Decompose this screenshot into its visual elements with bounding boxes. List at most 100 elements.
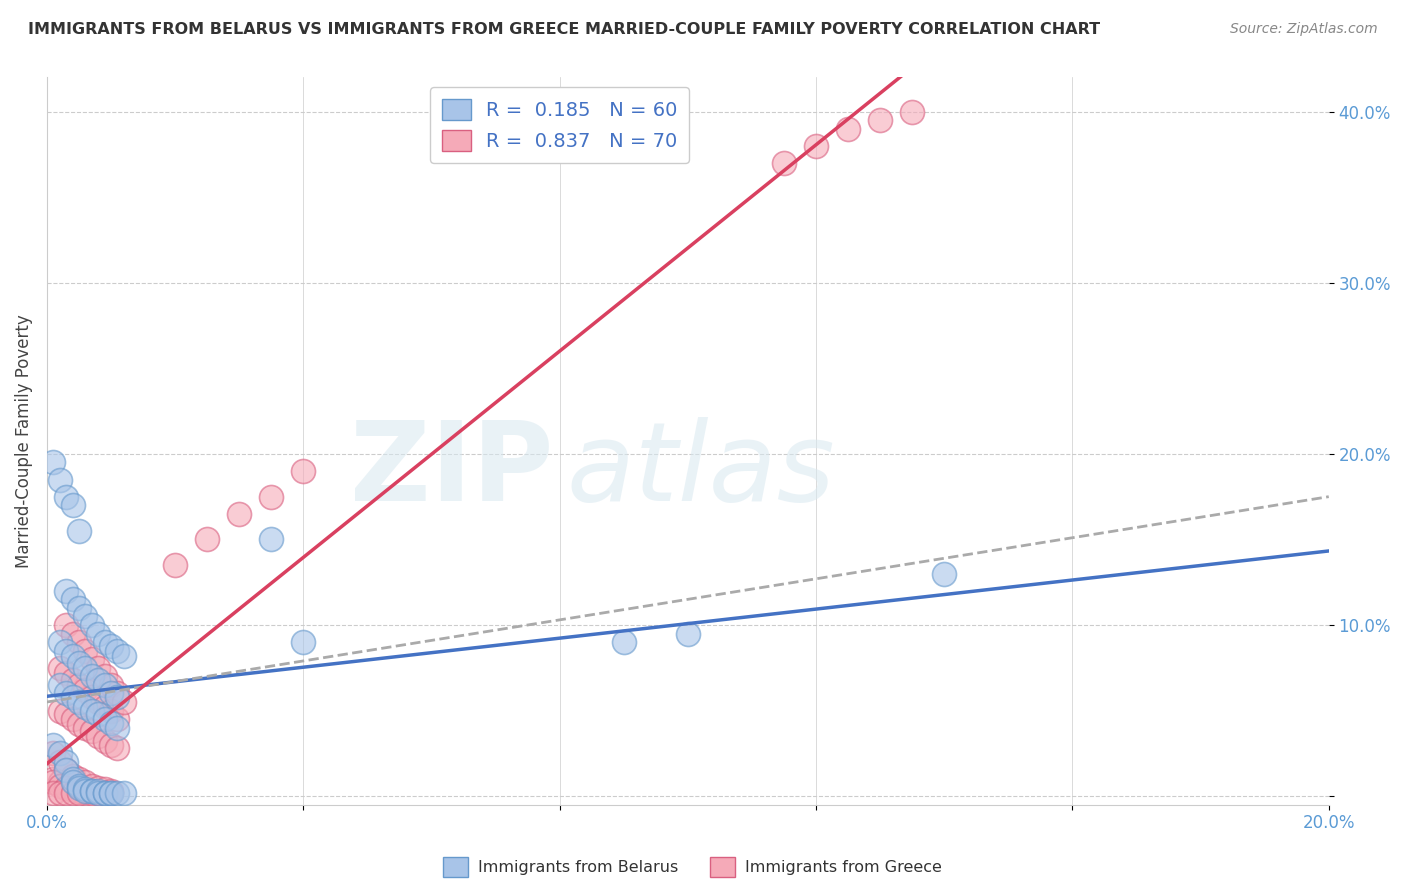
Point — [87, 673, 110, 687]
Point — [55, 780, 77, 795]
Point — [87, 626, 110, 640]
Point — [67, 656, 90, 670]
Point — [55, 780, 77, 795]
Point — [676, 626, 699, 640]
Point — [80, 704, 103, 718]
Point — [80, 690, 103, 704]
Point — [195, 533, 218, 547]
Point — [67, 635, 90, 649]
Point — [80, 669, 103, 683]
Point — [100, 786, 122, 800]
Point — [87, 784, 110, 798]
Point — [62, 673, 84, 687]
Point — [80, 724, 103, 739]
Point — [48, 661, 70, 675]
Point — [93, 669, 115, 683]
Point — [75, 661, 97, 675]
Point — [42, 738, 65, 752]
Point — [100, 786, 122, 800]
Point — [62, 768, 84, 782]
Point — [42, 747, 65, 761]
Point — [55, 755, 77, 769]
Point — [100, 639, 122, 653]
Point — [48, 747, 70, 761]
Point — [87, 661, 110, 675]
Point — [112, 695, 135, 709]
Point — [75, 700, 97, 714]
Point — [773, 156, 796, 170]
Point — [869, 113, 891, 128]
Point — [55, 583, 77, 598]
Point — [42, 786, 65, 800]
Point — [100, 786, 122, 800]
Y-axis label: Married-Couple Family Poverty: Married-Couple Family Poverty — [15, 314, 32, 568]
Point — [42, 455, 65, 469]
Point — [613, 635, 636, 649]
Legend: R =  0.185   N = 60, R =  0.837   N = 70: R = 0.185 N = 60, R = 0.837 N = 70 — [430, 87, 689, 162]
Point — [105, 643, 128, 657]
Point — [105, 786, 128, 800]
Point — [105, 741, 128, 756]
Point — [55, 618, 77, 632]
Point — [105, 712, 128, 726]
Point — [48, 786, 70, 800]
Point — [55, 665, 77, 680]
Point — [260, 490, 283, 504]
Point — [100, 704, 122, 718]
Point — [67, 784, 90, 798]
Point — [62, 498, 84, 512]
Text: Immigrants from Belarus: Immigrants from Belarus — [478, 861, 678, 875]
Point — [75, 643, 97, 657]
Point — [75, 721, 97, 735]
Point — [62, 690, 84, 704]
Point — [55, 764, 77, 778]
Point — [804, 139, 827, 153]
Point — [100, 686, 122, 700]
Point — [112, 648, 135, 663]
Point — [42, 775, 65, 789]
Point — [87, 786, 110, 800]
Point — [75, 683, 97, 698]
Point — [87, 786, 110, 800]
Point — [48, 704, 70, 718]
Point — [292, 635, 315, 649]
Point — [62, 712, 84, 726]
Point — [87, 695, 110, 709]
Point — [75, 784, 97, 798]
Point — [67, 784, 90, 798]
Point — [87, 729, 110, 743]
Point — [93, 786, 115, 800]
Point — [93, 635, 115, 649]
Point — [62, 782, 84, 797]
Point — [67, 772, 90, 786]
Text: IMMIGRANTS FROM BELARUS VS IMMIGRANTS FROM GREECE MARRIED-COUPLE FAMILY POVERTY : IMMIGRANTS FROM BELARUS VS IMMIGRANTS FR… — [28, 22, 1101, 37]
Point — [48, 635, 70, 649]
Point — [87, 706, 110, 721]
Point — [100, 715, 122, 730]
Point — [55, 490, 77, 504]
Point — [93, 734, 115, 748]
Point — [901, 104, 924, 119]
Point — [80, 618, 103, 632]
Point — [75, 782, 97, 797]
Point — [62, 626, 84, 640]
Point — [80, 784, 103, 798]
Point — [165, 558, 187, 573]
Point — [62, 772, 84, 786]
Point — [67, 779, 90, 793]
Point — [260, 533, 283, 547]
Point — [48, 779, 70, 793]
Point — [67, 678, 90, 692]
Point — [55, 686, 77, 700]
Point — [67, 524, 90, 538]
Point — [75, 775, 97, 789]
Point — [105, 690, 128, 704]
Point — [62, 592, 84, 607]
Text: Immigrants from Greece: Immigrants from Greece — [745, 861, 942, 875]
Point — [80, 786, 103, 800]
Point — [67, 717, 90, 731]
Point — [100, 738, 122, 752]
Point — [80, 784, 103, 798]
Point — [105, 686, 128, 700]
Text: atlas: atlas — [567, 417, 835, 524]
